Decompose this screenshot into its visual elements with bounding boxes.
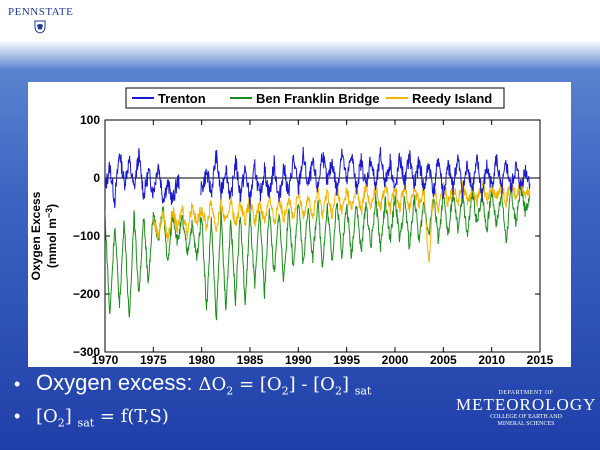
college-line-1: COLLEGE OF EARTH AND — [490, 414, 562, 420]
x-tick-label: 1985 — [237, 353, 264, 367]
x-tick-label: 2015 — [527, 353, 554, 367]
saturation-equation: [O2] sat = f(T,S) — [36, 406, 169, 430]
bullet-list: • Oxygen excess: ΔO2 = [O2] - [O2] sat •… — [14, 370, 371, 442]
x-tick-label: 1975 — [140, 353, 167, 367]
chart-panel: 100 0 −100 −200 −300 1970 1975 1980 1985 1990 1995… — [28, 82, 571, 367]
dept-name: METEOROLOGY — [456, 395, 597, 414]
pennstate-wordmark: PENNSTATE — [8, 6, 74, 18]
x-tick-label: 1995 — [333, 353, 360, 367]
y-tick-label: −200 — [73, 287, 100, 301]
bullet-dot: • — [14, 374, 21, 394]
bullet-saturation: • [O2] sat = f(T,S) — [14, 406, 371, 442]
x-tick-label: 1980 — [188, 353, 215, 367]
x-tick-label: 1990 — [285, 353, 312, 367]
college-line-2: MINERAL SCIENCES — [497, 421, 555, 427]
y-tick-label: −300 — [73, 345, 100, 359]
y-axis-unit: (mmol m−3) — [44, 204, 59, 268]
y-axis-label: Oxygen Excess — [29, 191, 43, 280]
legend-box — [125, 87, 505, 109]
x-tick-label: 1970 — [92, 353, 119, 367]
x-tick-label: 2010 — [478, 353, 505, 367]
legend-label: Trenton — [158, 91, 206, 106]
x-tick-label: 2005 — [430, 353, 457, 367]
meteorology-department-logo: DEPARTMENT OF METEOROLOGY COLLEGE OF EAR… — [456, 390, 596, 428]
series-line-reedy-island — [152, 176, 531, 263]
series-line-trenton — [105, 146, 531, 210]
nittany-lion-shield-icon — [34, 20, 46, 34]
legend-label: Ben Franklin Bridge — [256, 91, 380, 106]
y-tick-label: −100 — [73, 229, 100, 243]
x-tick-label: 2000 — [382, 353, 409, 367]
bullet-text: Oxygen excess — [36, 370, 187, 395]
legend-label: Reedy Island — [412, 91, 492, 106]
bullet-dot: • — [14, 406, 21, 426]
y-tick-label: 100 — [80, 113, 100, 127]
oxygen-excess-equation: ΔO2 = [O2] - [O2] sat — [198, 374, 372, 398]
pennstate-logo: PENNSTATE — [8, 6, 74, 34]
bullet-colon: : — [186, 370, 193, 395]
series-line-ben-franklin-bridge — [105, 182, 531, 321]
legend: Trenton Ben Franklin Bridge Reedy Island — [125, 87, 505, 109]
bullet-oxygen-excess: • Oxygen excess: ΔO2 = [O2] - [O2] sat — [14, 370, 371, 406]
y-tick-label: 0 — [93, 171, 100, 185]
dept-label: DEPARTMENT OF — [498, 390, 554, 396]
